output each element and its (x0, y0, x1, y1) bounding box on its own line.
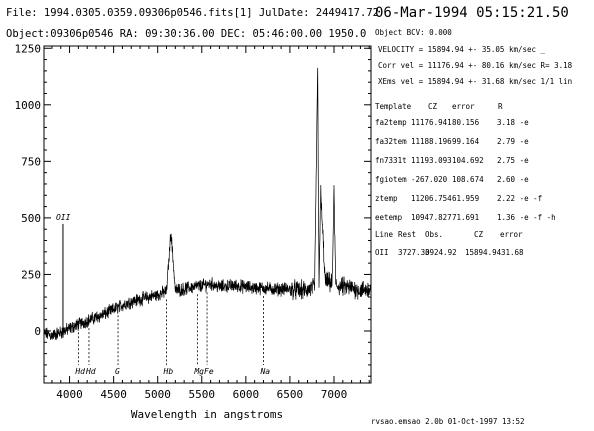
line-header-error: error (500, 230, 523, 239)
y-tick-label: 500 (21, 212, 41, 225)
line-header-obs: Obs. (425, 230, 443, 239)
template-cell: 3.18 -e (497, 118, 529, 127)
x-axis-label: Wavelength in angstroms (131, 408, 283, 421)
x-tick-label: 6500 (277, 388, 304, 401)
file-line: File: 1994.0305.0359.09306p0546.fits[1] … (6, 7, 379, 19)
line-cell: OII (375, 248, 389, 257)
line-header-line: Line (375, 230, 394, 239)
datetime: 06-Mar-1994 05:15:21.50 (375, 5, 569, 21)
template-header-error: error (452, 102, 475, 111)
line-cell: 31.68 (501, 248, 524, 257)
template-cell: 2.22 -e -f (497, 194, 542, 203)
template-cell: 2.79 -e (497, 137, 529, 146)
line-cell: 3924.92 (425, 248, 457, 257)
corr-vel-line: Corr vel = 11176.94 +- 80.16 km/sec R= 3… (378, 61, 573, 70)
object-line: Object:09306p0546 RA: 09:30:36.00 DEC: 0… (6, 28, 366, 40)
template-cell: 61.959 (452, 194, 479, 203)
absorption-marker-label: G (115, 367, 120, 376)
absorption-marker-label: Hd (85, 367, 96, 376)
template-cell: 80.156 (452, 118, 480, 127)
y-tick-label: 750 (21, 155, 41, 168)
line-header-cz: CZ (474, 230, 484, 239)
line-table: Line Rest Obs. CZ error OII 3727.303924.9… (375, 230, 524, 257)
template-cell: 1.36 -e -f -h (497, 213, 556, 222)
x-tick-label: 4000 (56, 388, 83, 401)
template-cell: 99.164 (452, 137, 480, 146)
template-cell: 10947.827 (411, 213, 452, 222)
absorption-marker-label: Hd (74, 367, 85, 376)
template-cell: 11206.754 (411, 194, 452, 203)
template-cell: 108.674 (452, 175, 484, 184)
template-cell: fa2temp (375, 118, 407, 127)
template-cell: 11193.093 (411, 156, 452, 165)
template-cell: 11176.941 (411, 118, 452, 127)
bcv-line: Object BCV: 0.000 (375, 28, 452, 37)
template-header-r: R (498, 102, 503, 111)
template-cell: 2.60 -e (497, 175, 529, 184)
template-cell: ztemp (375, 194, 398, 203)
line-header-rest: Rest (398, 230, 416, 239)
y-tick-label: 1250 (15, 42, 42, 55)
x-tick-label: 5500 (189, 388, 216, 401)
line-cell: 15894.94 (465, 248, 502, 257)
absorption-marker-label: Mg (193, 367, 204, 376)
x-tick-label: 7000 (321, 388, 348, 401)
template-cell: eetemp (375, 213, 403, 222)
template-table: Template CZ error R fa2temp 11176.941 80.1… (375, 102, 556, 222)
template-cell: -267.020 (411, 175, 448, 184)
template-cell: fa32tem (375, 137, 407, 146)
absorption-marker-label: Fe (204, 367, 214, 376)
template-cell: 11188.196 (411, 137, 452, 146)
absorption-marker-label: Na (259, 367, 270, 376)
y-tick-label: 250 (21, 268, 41, 281)
template-cell: 2.75 -e (497, 156, 529, 165)
template-cell: 71.691 (452, 213, 479, 222)
spectrum-plot: 4000 4500 5000 5500 6000 6500 7000 0 250 500 750 10… (15, 42, 372, 401)
template-header-template: Template (375, 102, 412, 111)
x-tick-label: 4500 (100, 388, 127, 401)
plot-frame (43, 45, 372, 384)
spectrum-line (43, 67, 372, 340)
template-rows: fa2temp 11176.941 80.156 3.18 -e fa32tem 1118… (375, 118, 556, 222)
footer-version: rvsao.emsao 2.0b 01-Oct-1997 13:52 (371, 417, 525, 426)
absorption-marker-label: Hb (163, 367, 174, 376)
y-tick-label: 1000 (15, 99, 42, 112)
template-cell: fn7331t (375, 156, 407, 165)
emission-marker-label: OII (56, 213, 71, 222)
y-tick-label: 0 (34, 325, 41, 338)
velocity-line: VELOCITY = 15894.94 +- 35.05 km/sec _ (378, 45, 546, 54)
x-tick-label: 5000 (144, 388, 171, 401)
template-cell: 104.692 (452, 156, 484, 165)
x-tick-label: 6000 (233, 388, 260, 401)
xems-vel-line: XEms vel = 15894.94 +- 31.68 km/sec 1/1 … (378, 77, 572, 86)
template-header-cz: CZ (428, 102, 438, 111)
template-cell: fgiotem (375, 175, 407, 184)
line-cell: 3727.30 (398, 248, 430, 257)
